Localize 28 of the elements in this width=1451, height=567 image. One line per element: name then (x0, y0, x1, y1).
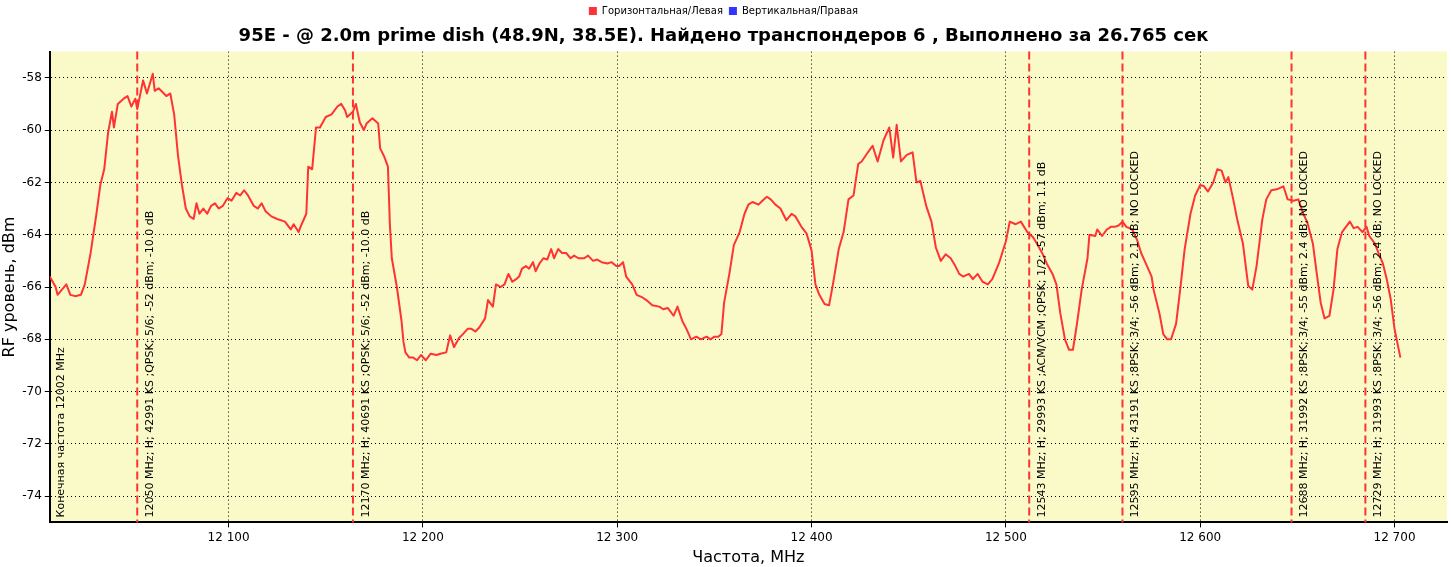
ref-line-label: 12170 MHz; H; 40691 KS ;QPSK; 5/6; -52 dBm; -10.0 dB (358, 210, 372, 518)
annotation: Конечная частота 12002 MHz (53, 347, 67, 518)
x-tick-label: 12 200 (401, 529, 444, 544)
ref-line-label: 12688 MHz; H; 31992 KS ;8PSK; 3/4; -55 dBm; 2.4 dB; NO LOCKED (1297, 151, 1311, 518)
y-tick-label: -68 (22, 331, 42, 346)
y-tick-label: -70 (22, 383, 42, 398)
x-tick-label: 12 300 (596, 529, 639, 544)
y-tick-label: -62 (22, 174, 42, 189)
y-tick-label: -60 (22, 122, 42, 137)
y-tick-label: -58 (22, 69, 42, 84)
y-tick-label: -64 (22, 226, 42, 241)
x-tick-label: 12 500 (984, 529, 1027, 544)
x-tick-label: 12 600 (1179, 529, 1222, 544)
ref-line-label: 12595 MHz; H; 43191 KS ;8PSK; 3/4; -56 dBm; 2.1 dB; NO LOCKED (1128, 151, 1142, 518)
ref-line-label: 12729 MHz; H; 31993 KS ;8PSK; 3/4; -56 dBm; 2.4 dB; NO LOCKED (1371, 151, 1385, 518)
x-axis-title: Частота, MHz (692, 546, 805, 566)
legend-label: Вертикальная/Правая (741, 4, 859, 16)
y-axis-title: RF уровень, dBm (0, 216, 18, 358)
ref-line-label: 12050 MHz; H; 42991 KS ;QPSK; 5/6; -52 dBm; -10.0 dB (143, 210, 157, 518)
y-tick-label: -72 (22, 436, 42, 451)
ref-line-label: 12543 MHz; H; 29993 KS ;ACM/VCM ;QPSK; 1/2; -57 dBm; 1.1 dB (1035, 161, 1049, 518)
y-tick-label: -74 (22, 488, 42, 503)
y-tick-label: -66 (22, 279, 42, 294)
legend-label: Горизонтальная/Левая (601, 4, 723, 16)
x-tick-label: 12 400 (790, 529, 833, 544)
x-tick-label: 12 100 (207, 529, 250, 544)
chart-title: 95E - @ 2.0m prime dish (48.9N, 38.5E). Найдено транспондеров 6 , Выполнено за 26.765 сек (238, 24, 1209, 46)
x-tick-label: 12 700 (1373, 529, 1416, 544)
